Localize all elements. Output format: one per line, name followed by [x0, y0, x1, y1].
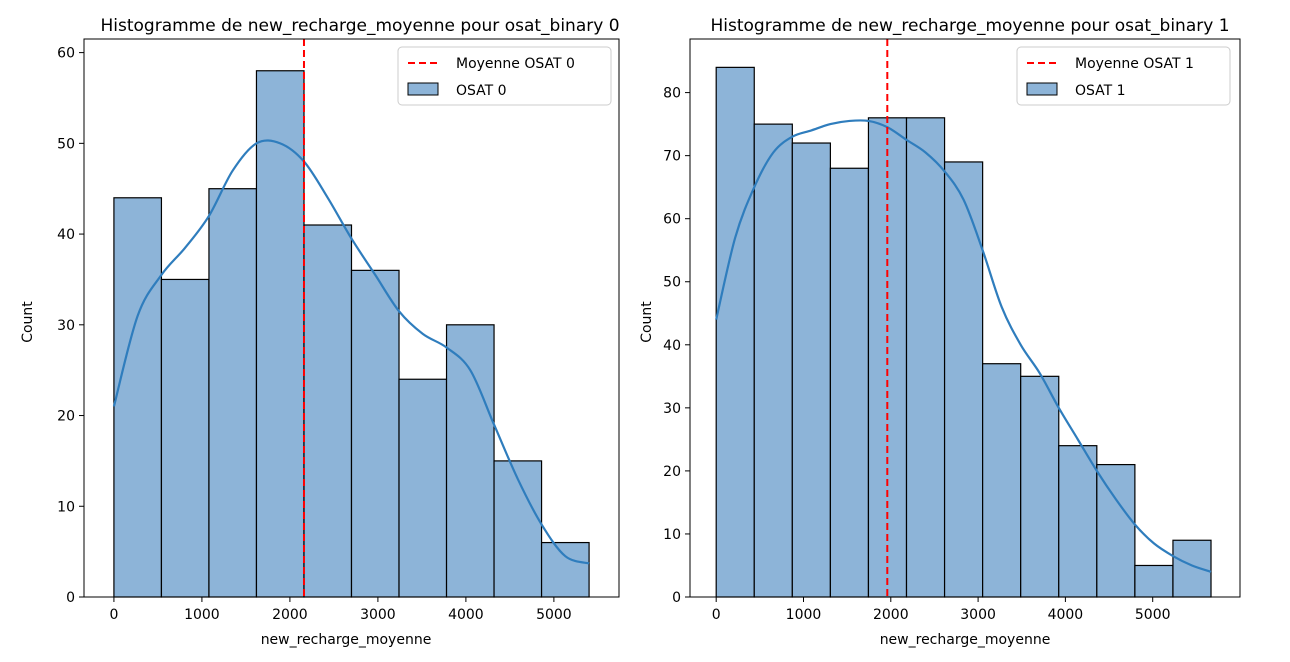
histogram-bar: [829, 167, 870, 598]
x-axis-label: new_recharge_moyenne: [880, 632, 1051, 648]
x-tick-label: 5000: [536, 607, 572, 623]
x-tick-label: 1000: [786, 607, 822, 623]
histogram-bar: [255, 70, 305, 598]
histogram-bar: [1172, 539, 1212, 598]
y-tick-label: 60: [57, 46, 75, 62]
legend-mean-label: Moyenne OSAT 0: [456, 56, 575, 72]
histogram-bar: [303, 224, 353, 598]
x-tick-label: 4000: [448, 607, 484, 623]
y-axis-label: Count: [639, 301, 655, 343]
x-tick-label: 0: [109, 607, 118, 623]
y-tick-label: 20: [663, 464, 681, 480]
legend-box: [397, 46, 612, 106]
x-tick-label: 3000: [960, 607, 996, 623]
x-tick-label: 4000: [1048, 607, 1084, 623]
bars: [113, 70, 590, 598]
histogram-bar: [791, 142, 831, 598]
x-tick-label: 0: [712, 607, 721, 623]
histogram-osat-0: Histogramme de new_recharge_moyenne pour…: [20, 16, 620, 648]
histogram-bar: [540, 541, 590, 598]
y-ticks: 0 10 20 30 40 50 60 70 80: [663, 86, 690, 606]
y-tick-label: 60: [663, 212, 681, 228]
y-ticks: 0 10 20 30 40 50 60: [57, 46, 84, 606]
y-tick-label: 50: [663, 275, 681, 291]
histogram-bar: [1020, 375, 1060, 598]
x-ticks: 0 1000 2000 3000 4000 5000: [712, 597, 1171, 623]
y-tick-label: 70: [663, 149, 681, 165]
y-tick-label: 0: [66, 590, 75, 606]
y-tick-label: 30: [57, 318, 75, 334]
kde-curve: [715, 119, 1212, 573]
x-tick-label: 3000: [360, 607, 396, 623]
histogram-bar: [715, 66, 755, 598]
histogram-bar: [943, 161, 984, 598]
legend-hist-label: OSAT 0: [456, 83, 507, 99]
kde-line: [112, 139, 590, 565]
legend-hist-label: OSAT 1: [1075, 83, 1126, 99]
x-tick-label: 5000: [1135, 607, 1171, 623]
y-tick-label: 10: [57, 499, 75, 515]
legend-box: [1016, 46, 1231, 106]
y-tick-label: 30: [663, 401, 681, 417]
y-tick-label: 10: [663, 527, 681, 543]
axes-border: [689, 38, 1241, 598]
x-tick-label: 2000: [272, 607, 308, 623]
histogram-bar: [113, 197, 163, 598]
legend: Moyenne OSAT 0 OSAT 0: [397, 46, 612, 106]
legend-hist-swatch: [1026, 82, 1058, 96]
histogram-osat-1: Histogramme de new_recharge_moyenne pour…: [639, 16, 1241, 648]
y-tick-label: 50: [57, 136, 75, 152]
histogram-bar: [982, 363, 1022, 598]
legend: Moyenne OSAT 1 OSAT 1: [1016, 46, 1231, 106]
histogram-bar: [1096, 463, 1136, 598]
histogram-bar: [208, 188, 258, 598]
histogram-bar: [350, 269, 400, 598]
histogram-bar: [905, 117, 946, 598]
histogram-bar: [1134, 564, 1174, 598]
histogram-bar: [445, 324, 495, 598]
axes-frame: [689, 38, 1241, 598]
chart-title: Histogramme de new_recharge_moyenne pour…: [710, 16, 1229, 36]
y-tick-label: 0: [672, 590, 681, 606]
histogram-bar: [160, 278, 210, 598]
kde-line: [715, 119, 1212, 573]
histogram-bar: [493, 460, 543, 598]
x-tick-label: 1000: [184, 607, 220, 623]
axes-frame: [83, 38, 620, 598]
histogram-bar: [1058, 445, 1098, 598]
legend-hist-swatch: [407, 82, 439, 96]
histogram-bar: [398, 378, 448, 598]
y-tick-label: 40: [663, 338, 681, 354]
axes-border: [83, 38, 620, 598]
histogram-bar: [753, 123, 793, 598]
legend-mean-label: Moyenne OSAT 1: [1075, 56, 1194, 72]
y-tick-label: 80: [663, 86, 681, 102]
x-ticks: 0 1000 2000 3000 4000 5000: [109, 597, 572, 623]
kde-curve: [112, 139, 590, 565]
y-tick-label: 20: [57, 409, 75, 425]
x-axis-label: new_recharge_moyenne: [261, 632, 432, 648]
y-axis-label: Count: [20, 301, 36, 343]
chart-title: Histogramme de new_recharge_moyenne pour…: [100, 16, 619, 36]
bars: [715, 66, 1212, 598]
x-tick-label: 2000: [873, 607, 909, 623]
y-tick-label: 40: [57, 227, 75, 243]
